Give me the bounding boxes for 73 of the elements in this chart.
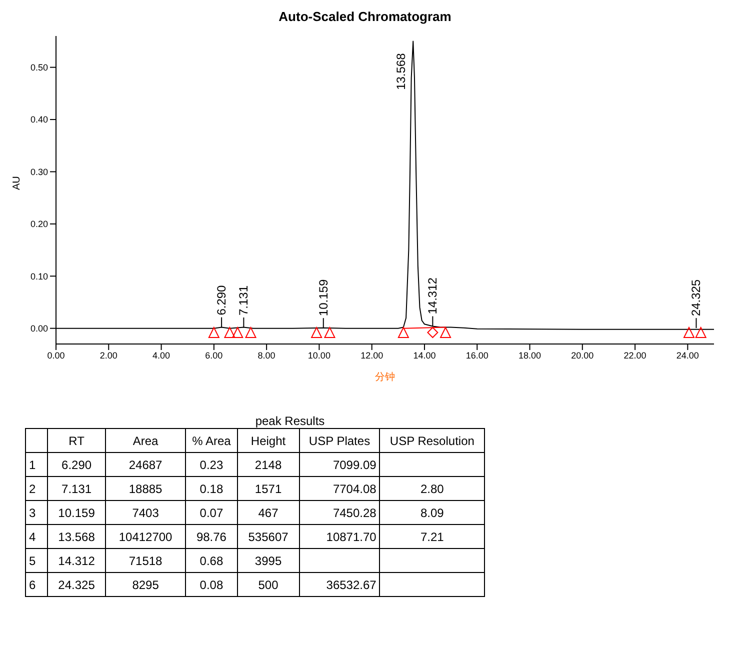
text: 3995 <box>237 548 300 572</box>
text: 18885 <box>106 476 186 500</box>
x-tick-label: 18.00 <box>518 350 542 360</box>
text: 0.18 <box>186 476 238 500</box>
text: 1 <box>26 452 48 476</box>
text: 71518 <box>106 548 186 572</box>
text: 13.568 <box>48 524 106 548</box>
y-tick-label: 0.40 <box>30 114 48 125</box>
text: 0.68 <box>186 548 238 572</box>
annotation: 7.131 <box>236 285 251 316</box>
text: % Area <box>186 428 238 452</box>
y-tick-label: 0.10 <box>30 271 48 282</box>
text: 0.08 <box>186 572 238 596</box>
x-tick-label: 4.00 <box>152 350 170 360</box>
x-tick-label: 12.00 <box>360 350 384 360</box>
text: 2148 <box>237 452 300 476</box>
text: USP Resolution <box>380 428 484 452</box>
annotation: 14.312 <box>426 277 440 314</box>
text: 0.23 <box>186 452 238 476</box>
text: 535607 <box>237 524 300 548</box>
x-tick-label: 14.00 <box>413 350 436 360</box>
text: 6 <box>26 572 48 596</box>
x-tick-label: 24.00 <box>676 350 699 360</box>
text: 1571 <box>237 476 300 500</box>
text: USP Plates <box>299 428 380 452</box>
text: Area <box>106 428 186 452</box>
y-tick-label: 0.00 <box>30 324 48 334</box>
annotation: 13.568 <box>394 52 408 90</box>
text: 7099.09 <box>299 452 380 476</box>
text: 8.09 <box>380 500 484 524</box>
x-tick-label: 20.00 <box>571 350 594 360</box>
y-axis-title: AU <box>12 176 23 190</box>
x-tick-label: 2.00 <box>100 350 118 360</box>
text: 7403 <box>106 500 186 524</box>
text: 0.07 <box>186 500 238 524</box>
text: RT <box>48 428 106 452</box>
text: 10.159 <box>48 500 106 524</box>
text: 10412700 <box>106 524 186 548</box>
text: 7704.08 <box>299 476 380 500</box>
x-tick-label: 8.00 <box>258 350 276 360</box>
text: 2 <box>26 476 48 500</box>
text: 7450.28 <box>299 500 380 524</box>
y-tick-label: 0.30 <box>30 166 48 177</box>
x-tick-label: 6.00 <box>205 350 223 360</box>
text: 5 <box>26 548 48 572</box>
y-tick-label: 0.50 <box>30 62 48 73</box>
text: 7.131 <box>48 476 106 500</box>
text: Height <box>237 428 300 452</box>
text: 14.312 <box>48 548 106 572</box>
annotation: 10.159 <box>316 279 330 316</box>
annotation: 6.290 <box>214 284 229 316</box>
x-tick-label: 22.00 <box>624 350 646 360</box>
text: 4 <box>26 524 48 548</box>
chart-title: Auto-Scaled Chromatogram <box>278 8 452 26</box>
x-tick-label: 0.00 <box>47 350 65 360</box>
text: 36532.67 <box>299 572 380 596</box>
text: 8295 <box>106 572 186 596</box>
text: 6.290 <box>48 452 106 476</box>
x-tick-label: 10.00 <box>308 350 330 360</box>
text: 98.76 <box>186 524 238 548</box>
y-tick-label: 0.20 <box>30 219 48 230</box>
text: 10871.70 <box>299 524 380 548</box>
text: 500 <box>237 572 300 596</box>
text: 3 <box>26 500 48 524</box>
text: 24.325 <box>48 572 106 596</box>
x-axis-title: 分钟 <box>375 371 395 383</box>
x-tick-label: 16.00 <box>466 350 488 360</box>
text: 2.80 <box>380 476 484 500</box>
text: 467 <box>237 500 300 524</box>
text: peak Results <box>254 414 326 428</box>
text: 24687 <box>106 452 186 476</box>
annotation: 24.325 <box>689 279 704 316</box>
text: 7.21 <box>380 524 484 548</box>
